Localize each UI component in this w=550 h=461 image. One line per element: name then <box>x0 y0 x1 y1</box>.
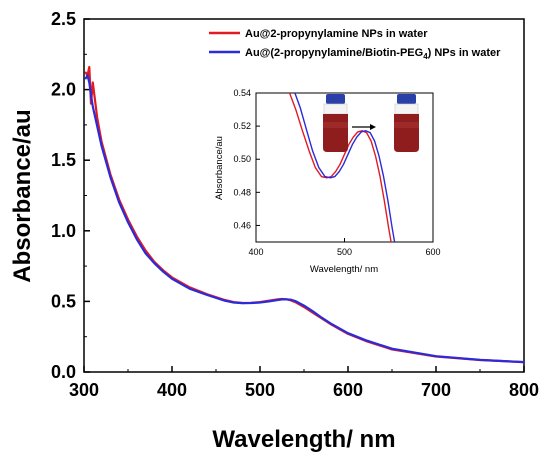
legend-label-blue: Au@(2-propynylamine/Biotin-PEG4) NPs in … <box>245 47 501 61</box>
y-tick-label: 2.5 <box>51 9 76 29</box>
inset-x-tick-label: 600 <box>425 247 440 257</box>
legend-label-red: Au@2-propynylamine NPs in water <box>245 28 428 40</box>
x-tick-label: 700 <box>421 380 451 400</box>
legend: Au@2-propynylamine NPs in water Au@(2-pr… <box>209 28 501 61</box>
inset-y-tick-label: 0.48 <box>233 187 251 197</box>
inset-y-tick-label: 0.54 <box>233 88 251 98</box>
arrow-icon <box>352 124 376 130</box>
y-tick-label: 1.5 <box>51 150 76 170</box>
y-tick-label: 1.0 <box>51 221 76 241</box>
y-tick-label: 0.5 <box>51 291 76 311</box>
x-tick-label: 300 <box>69 380 99 400</box>
x-tick-label: 600 <box>333 380 363 400</box>
x-tick-label: 400 <box>157 380 187 400</box>
series-line-blue <box>84 74 526 364</box>
vial-before-icon <box>323 94 348 152</box>
inset-axis-ticks: 400 500 600 0.46 0.48 0.50 0.52 0.54 <box>233 88 440 257</box>
inset-x-axis-title: Wavelength/ nm <box>310 264 378 275</box>
inset-x-tick-label: 500 <box>337 247 352 257</box>
y-tick-label: 2.0 <box>51 80 76 100</box>
x-tick-label: 500 <box>245 380 275 400</box>
y-axis-title: Absorbance/au <box>9 109 36 282</box>
inset-series-line-blue <box>294 93 396 242</box>
main-axis-ticks: 300 400 500 600 700 800 0.0 0.5 1.0 1.5 2.0 2.5 <box>51 9 539 400</box>
inset-chart: 400 500 600 0.46 0.48 0.50 0.52 0.54 Wavelength… <box>214 88 441 275</box>
inset-y-tick-label: 0.50 <box>233 154 251 164</box>
y-tick-label: 0.0 <box>51 362 76 382</box>
x-axis-title: Wavelength/ nm <box>212 426 395 453</box>
vial-after-icon <box>394 94 419 152</box>
inset-y-tick-label: 0.46 <box>233 220 251 230</box>
main-series <box>84 65 526 364</box>
x-tick-label: 800 <box>509 380 539 400</box>
inset-y-axis-title: Absorbance/au <box>214 136 225 200</box>
inset-x-tick-label: 400 <box>248 247 263 257</box>
inset-y-tick-label: 0.52 <box>233 121 251 131</box>
